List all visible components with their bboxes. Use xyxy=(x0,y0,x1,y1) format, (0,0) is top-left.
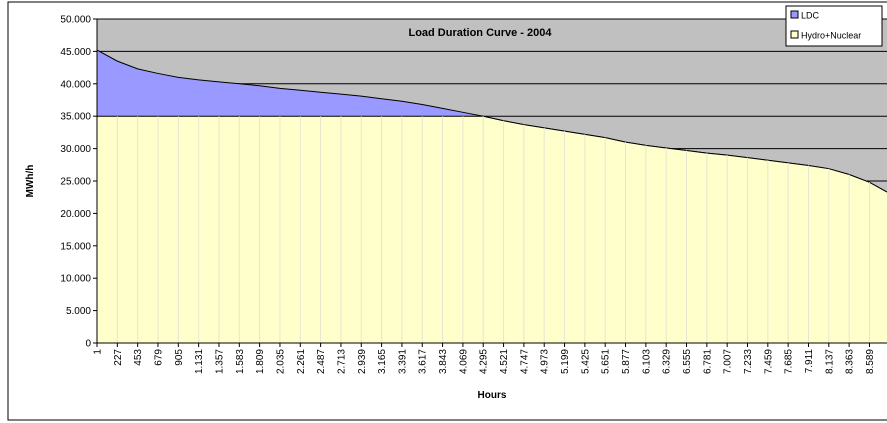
x-tick-label: 1.583 xyxy=(235,349,246,374)
x-tick-label: 2.261 xyxy=(296,349,307,374)
x-tick-label: 6.555 xyxy=(682,349,693,374)
x-tick-label: 227 xyxy=(113,349,124,366)
x-axis-label: Hours xyxy=(478,390,507,401)
x-tick-label: 1.809 xyxy=(255,349,266,374)
legend: LDC Hydro+Nuclear xyxy=(785,5,883,47)
legend-swatch xyxy=(790,30,799,39)
x-tick-label: 4.747 xyxy=(519,349,530,374)
x-tick-label: 5.425 xyxy=(580,349,591,374)
area-line xyxy=(97,115,887,193)
legend-box xyxy=(785,5,883,47)
x-tick-label: 3.617 xyxy=(418,349,429,374)
x-tick-label: 8.137 xyxy=(824,349,835,374)
x-tick-label: 1 xyxy=(93,349,104,355)
x-tick-label: 4.521 xyxy=(499,349,510,374)
x-tick-label: 5.877 xyxy=(621,349,632,374)
x-tick-label: 3.391 xyxy=(397,349,408,374)
y-tick-label: 30.000 xyxy=(60,144,91,155)
legend-swatch xyxy=(790,10,799,19)
y-tick-label: 10.000 xyxy=(60,274,91,285)
y-tick-label: 40.000 xyxy=(60,79,91,90)
x-tick-label: 5.651 xyxy=(601,349,612,374)
y-tick-label: 25.000 xyxy=(60,177,91,188)
y-tick-label: 5.000 xyxy=(66,306,91,317)
x-tick-label: 4.069 xyxy=(458,349,469,374)
x-tick-label: 453 xyxy=(133,349,144,366)
y-axis-label: MWh/h xyxy=(25,165,36,198)
x-tick-label: 4.973 xyxy=(540,349,551,374)
x-tick-label: 8.363 xyxy=(845,349,856,374)
area xyxy=(97,116,887,343)
x-tick-label: 2.035 xyxy=(275,349,286,374)
x-tick-label: 7.007 xyxy=(723,349,734,374)
y-tick-label: 20.000 xyxy=(60,209,91,220)
x-tick-label: 7.685 xyxy=(784,349,795,374)
y-tick-label: 0 xyxy=(85,339,91,350)
x-tick-label: 6.103 xyxy=(641,349,652,374)
y-tick-label: 45.000 xyxy=(60,47,91,58)
legend-label: Hydro+Nuclear xyxy=(801,31,861,41)
x-tick-label: 5.199 xyxy=(560,349,571,374)
chart-title: Load Duration Curve - 2004 xyxy=(408,27,552,39)
x-tick-label: 7.459 xyxy=(763,349,774,374)
x-tick-label: 7.911 xyxy=(804,349,815,374)
y-tick-label: 35.000 xyxy=(60,112,91,123)
x-tick-label: 3.165 xyxy=(377,349,388,374)
y-tick-label: 15.000 xyxy=(60,241,91,252)
x-tick-label: 6.781 xyxy=(702,349,713,374)
x-tick-label: 8.589 xyxy=(865,349,876,374)
x-tick-label: 1.131 xyxy=(194,349,205,374)
x-tick-label: 1.357 xyxy=(214,349,225,374)
x-tick-label: 6.329 xyxy=(662,349,673,374)
x-tick-label: 3.843 xyxy=(438,349,449,374)
x-tick-label: 7.233 xyxy=(743,349,754,374)
x-tick-label: 2.487 xyxy=(316,349,327,374)
plot-area xyxy=(96,18,887,344)
x-tick-label: 4.295 xyxy=(479,349,490,374)
x-tick-label: 2.713 xyxy=(336,349,347,374)
x-tick-label: 2.939 xyxy=(357,349,368,374)
x-tick-label: 679 xyxy=(153,349,164,366)
legend-label: LDC xyxy=(801,11,820,21)
x-tick-label: 905 xyxy=(174,349,185,366)
y-tick-label: 50.000 xyxy=(60,15,91,26)
